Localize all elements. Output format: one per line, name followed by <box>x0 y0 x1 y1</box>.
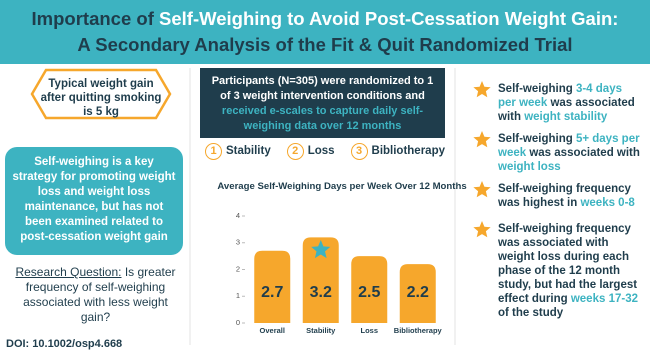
condition-label: Bibliotherapy <box>371 145 445 157</box>
condition-number: 3 <box>350 143 368 160</box>
hexagon <box>30 68 172 120</box>
methods-box: Participants (N=305) were randomized to … <box>200 68 445 138</box>
star <box>473 181 491 198</box>
value-label: 3.2 <box>310 284 332 301</box>
question: Is greater frequency of self-weighing as… <box>23 265 176 324</box>
finding: Self-weighing 5+ days per week was assoc… <box>498 132 643 174</box>
value-label: 2.2 <box>407 284 429 301</box>
subtitle: A Secondary Analysis of the Fit & Quit R… <box>77 34 573 55</box>
chart-title: Average Self-Weighing Days per Week Over… <box>217 181 466 192</box>
title-part: Importance of <box>31 8 154 29</box>
condition-number: 2 <box>286 143 304 160</box>
bar <box>302 237 339 323</box>
y-tick-label: 0 <box>236 318 240 327</box>
title-part: Post-Cessation Weight Gain: <box>364 8 619 29</box>
finding: Self-weighing frequency was highest in w… <box>498 182 643 210</box>
finding-text: 5+ days per week <box>498 133 640 159</box>
finding-text: weight loss <box>498 161 561 173</box>
value-label: 2.7 <box>261 284 283 301</box>
chart: 0 1 2 3 4 Overall 2.7 Stability 3.2 Loss 2.5 Biblio… <box>236 211 443 335</box>
star <box>473 81 491 98</box>
x-tick-label: Overall <box>260 326 285 335</box>
finding-text: Self-weighing <box>498 83 573 95</box>
value-label: 2.5 <box>358 284 380 301</box>
star <box>311 240 331 259</box>
y-tick-label: 4 <box>236 211 240 220</box>
condition: 1 Stability <box>205 143 271 160</box>
header: Importance of Self-Weighing to Avoid Pos… <box>0 0 650 64</box>
y-tick-label: 2 <box>236 264 240 273</box>
methods-text: received e-scales to capture daily self-… <box>221 105 424 132</box>
x-tick-label: Bibliotherapy <box>394 326 443 335</box>
x-tick-label: Loss <box>360 326 378 335</box>
bar <box>254 250 291 323</box>
finding-text: weeks 17-32 <box>570 293 638 305</box>
research-question: Research Question: Is greater frequency … <box>8 265 183 325</box>
finding-text: 3-4 days per week <box>498 83 622 109</box>
condition-label: Loss <box>307 145 335 157</box>
doi: DOI: 10.1002/osp4.668 <box>6 338 123 350</box>
methods-text: Participants (N=305) were randomized to … <box>211 75 434 102</box>
finding-text: was associated with <box>498 97 635 123</box>
title: Importance of Self-Weighing to Avoid Pos… <box>0 6 650 32</box>
finding-text: of the study <box>498 307 564 319</box>
x-tick-label: Stability <box>306 326 336 335</box>
conditions: 1 Stability 2 Loss 3 Bibliotherapy <box>205 143 445 160</box>
finding: Self-weighing 3-4 days per week was asso… <box>498 82 643 124</box>
condition: 2 Loss <box>286 143 335 160</box>
finding-text: was associated with <box>529 147 640 159</box>
condition-number: 1 <box>205 143 222 160</box>
condition: 3 Bibliotherapy <box>350 143 445 160</box>
finding-text: Self-weighing frequency was highest in <box>498 183 631 209</box>
bar <box>399 264 436 323</box>
finding: Self-weighing frequency was associated w… <box>498 222 643 320</box>
question-label: Research Question: <box>15 265 122 279</box>
finding-text: weeks 0-8 <box>580 197 635 209</box>
finding-text: Self-weighing frequency was associated w… <box>498 223 638 305</box>
y-tick-label: 1 <box>236 291 240 300</box>
condition-label: Stability <box>226 145 271 157</box>
finding-text: weight stability <box>524 111 608 123</box>
background-box: Self-weighing is a key strategy for prom… <box>5 147 183 255</box>
star <box>473 131 491 148</box>
callout: Typical weight gain after quitting smoki… <box>40 78 162 118</box>
title-part: Self-Weighing to Avoid <box>159 8 360 29</box>
bar <box>351 256 388 323</box>
finding-text: Self-weighing <box>498 133 573 145</box>
star <box>473 221 491 238</box>
y-tick-label: 3 <box>236 238 240 247</box>
